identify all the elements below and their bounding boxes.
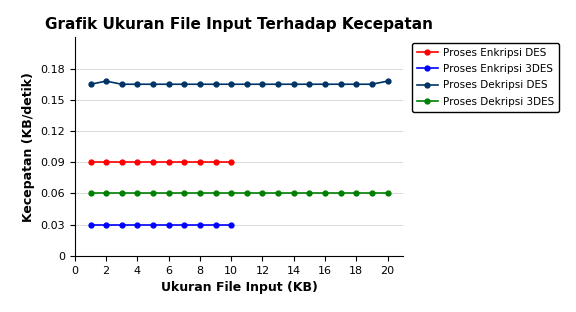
Proses Enkripsi DES: [212, 160, 219, 164]
Proses Enkripsi DES: [118, 160, 125, 164]
Proses Enkripsi 3DES: [118, 223, 125, 227]
Proses Dekripsi DES: [306, 82, 313, 86]
Proses Dekripsi 3DES: [337, 192, 344, 195]
Proses Dekripsi 3DES: [181, 192, 188, 195]
Proses Dekripsi 3DES: [369, 192, 376, 195]
X-axis label: Ukuran File Input (KB): Ukuran File Input (KB): [161, 281, 317, 294]
Proses Dekripsi 3DES: [87, 192, 94, 195]
Proses Dekripsi DES: [369, 82, 376, 86]
Proses Enkripsi 3DES: [212, 223, 219, 227]
Proses Enkripsi 3DES: [103, 223, 109, 227]
Proses Dekripsi 3DES: [150, 192, 157, 195]
Proses Dekripsi DES: [212, 82, 219, 86]
Proses Dekripsi DES: [181, 82, 188, 86]
Proses Dekripsi 3DES: [165, 192, 172, 195]
Proses Dekripsi 3DES: [306, 192, 313, 195]
Proses Enkripsi 3DES: [134, 223, 141, 227]
Proses Dekripsi 3DES: [103, 192, 109, 195]
Proses Enkripsi 3DES: [228, 223, 234, 227]
Proses Enkripsi DES: [150, 160, 157, 164]
Proses Enkripsi DES: [87, 160, 94, 164]
Proses Dekripsi DES: [134, 82, 141, 86]
Proses Enkripsi 3DES: [196, 223, 203, 227]
Proses Dekripsi 3DES: [196, 192, 203, 195]
Proses Dekripsi 3DES: [118, 192, 125, 195]
Proses Dekripsi DES: [337, 82, 344, 86]
Proses Dekripsi DES: [118, 82, 125, 86]
Proses Dekripsi 3DES: [228, 192, 234, 195]
Line: Proses Dekripsi 3DES: Proses Dekripsi 3DES: [88, 191, 390, 196]
Proses Dekripsi DES: [321, 82, 328, 86]
Y-axis label: Kecepatan (KB/detik): Kecepatan (KB/detik): [22, 72, 35, 222]
Proses Dekripsi DES: [196, 82, 203, 86]
Proses Dekripsi DES: [353, 82, 360, 86]
Proses Dekripsi 3DES: [259, 192, 266, 195]
Proses Dekripsi DES: [275, 82, 282, 86]
Line: Proses Enkripsi DES: Proses Enkripsi DES: [88, 160, 234, 165]
Proses Dekripsi DES: [150, 82, 157, 86]
Proses Enkripsi 3DES: [165, 223, 172, 227]
Proses Enkripsi DES: [165, 160, 172, 164]
Proses Dekripsi 3DES: [134, 192, 141, 195]
Proses Enkripsi DES: [181, 160, 188, 164]
Proses Dekripsi DES: [103, 79, 109, 83]
Proses Dekripsi 3DES: [212, 192, 219, 195]
Title: Grafik Ukuran File Input Terhadap Kecepatan: Grafik Ukuran File Input Terhadap Kecepa…: [45, 17, 433, 32]
Proses Dekripsi 3DES: [290, 192, 297, 195]
Proses Dekripsi 3DES: [275, 192, 282, 195]
Proses Dekripsi 3DES: [353, 192, 360, 195]
Proses Dekripsi 3DES: [244, 192, 251, 195]
Proses Dekripsi DES: [165, 82, 172, 86]
Legend: Proses Enkripsi DES, Proses Enkripsi 3DES, Proses Dekripsi DES, Proses Dekripsi : Proses Enkripsi DES, Proses Enkripsi 3DE…: [412, 43, 559, 112]
Line: Proses Dekripsi DES: Proses Dekripsi DES: [88, 79, 390, 87]
Proses Enkripsi 3DES: [181, 223, 188, 227]
Proses Dekripsi DES: [228, 82, 234, 86]
Proses Enkripsi DES: [228, 160, 234, 164]
Proses Enkripsi DES: [103, 160, 109, 164]
Proses Dekripsi 3DES: [384, 192, 391, 195]
Proses Enkripsi DES: [196, 160, 203, 164]
Proses Dekripsi DES: [87, 82, 94, 86]
Proses Enkripsi 3DES: [87, 223, 94, 227]
Proses Dekripsi DES: [259, 82, 266, 86]
Proses Enkripsi DES: [134, 160, 141, 164]
Proses Dekripsi DES: [290, 82, 297, 86]
Proses Dekripsi DES: [384, 79, 391, 83]
Proses Dekripsi DES: [244, 82, 251, 86]
Proses Enkripsi 3DES: [150, 223, 157, 227]
Proses Dekripsi 3DES: [321, 192, 328, 195]
Line: Proses Enkripsi 3DES: Proses Enkripsi 3DES: [88, 222, 234, 227]
